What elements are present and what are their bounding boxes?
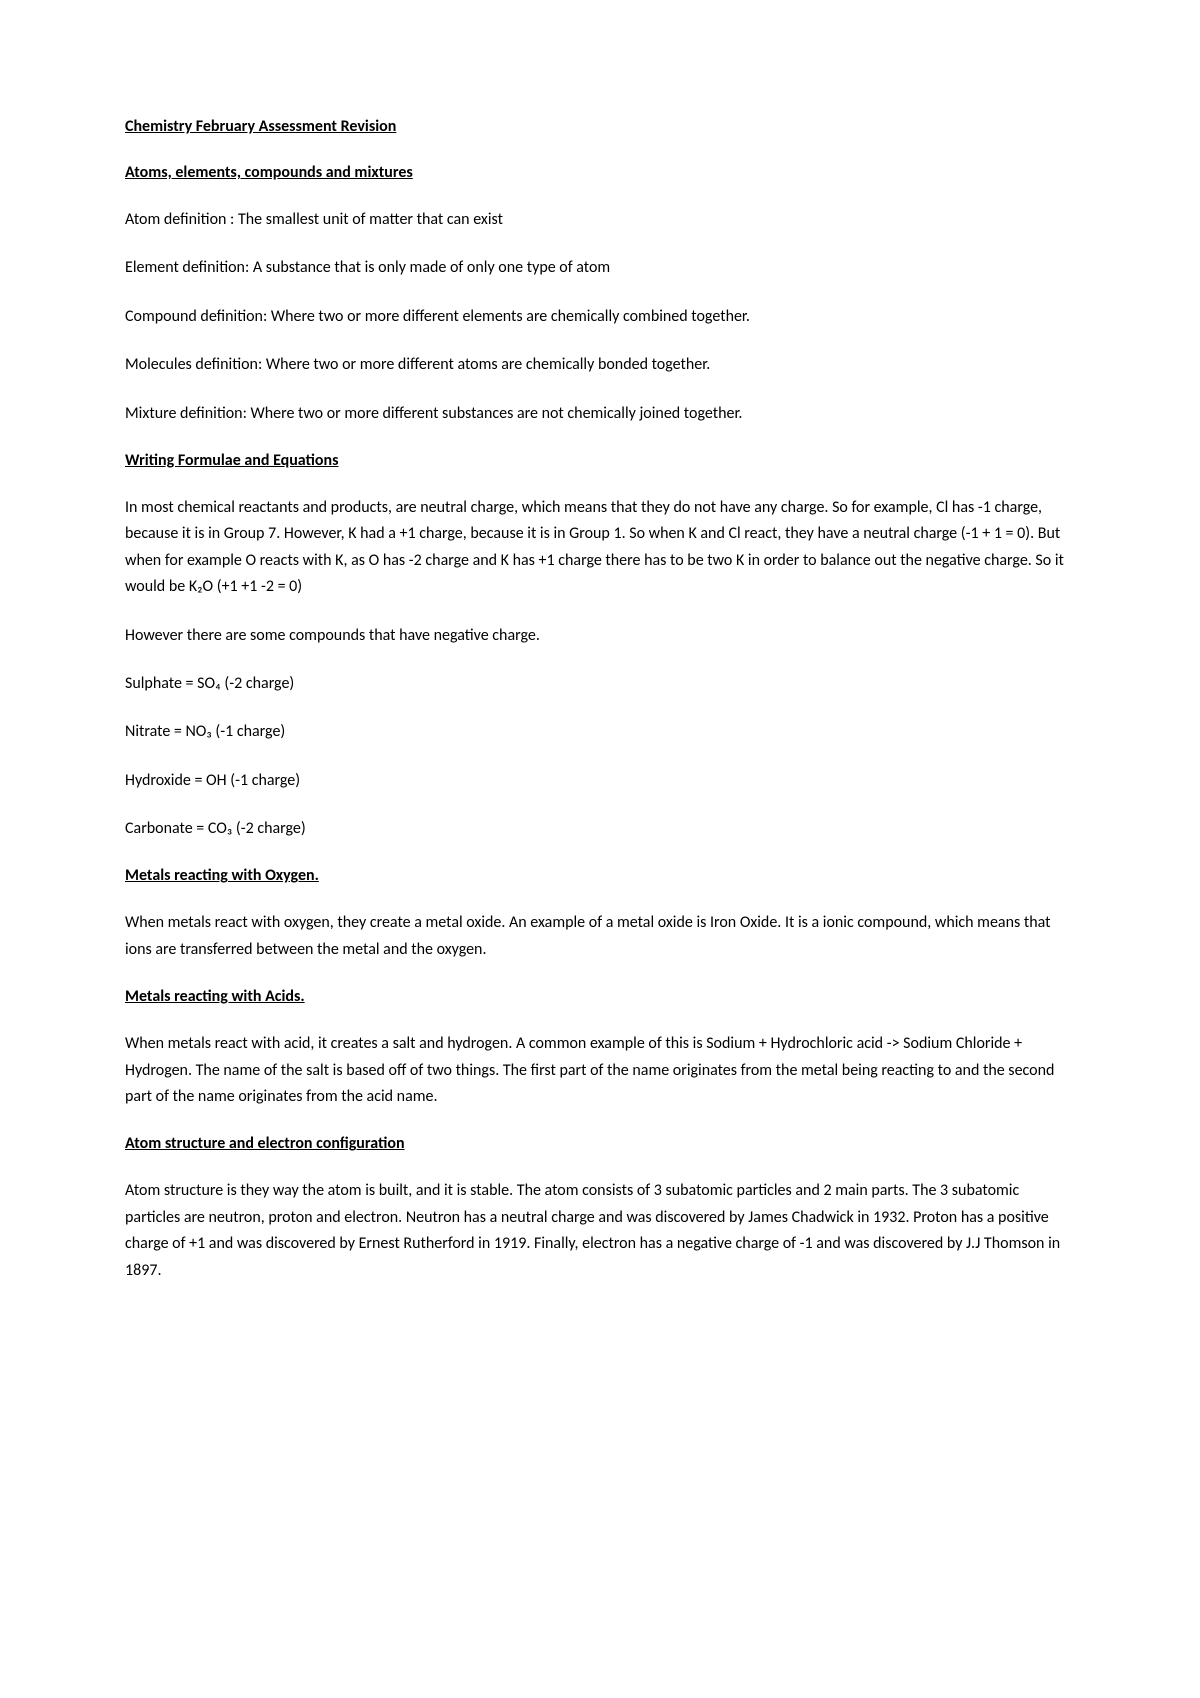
sulphate-charge: Sulphate = SO₄ (-2 charge) [125, 671, 1075, 697]
metals-acids-para1: When metals react with acid, it creates … [125, 1031, 1075, 1110]
formulae-para2: However there are some compounds that ha… [125, 623, 1075, 649]
hydroxide-charge: Hydroxide = OH (-1 charge) [125, 768, 1075, 794]
nitrate-charge: Nitrate = NO₃ (-1 charge) [125, 719, 1075, 745]
mixture-definition: Mixture definition: Where two or more di… [125, 401, 1075, 427]
molecules-definition: Molecules definition: Where two or more … [125, 352, 1075, 378]
section-heading-atom-structure: Atom structure and electron configuratio… [125, 1132, 1075, 1156]
document-title: Chemistry February Assessment Revision [125, 115, 1075, 139]
metals-oxygen-para1: When metals react with oxygen, they crea… [125, 910, 1075, 963]
section-heading-metals-oxygen: Metals reacting with Oxygen. [125, 864, 1075, 888]
atom-structure-para1: Atom structure is they way the atom is b… [125, 1178, 1075, 1284]
section-heading-formulae: Writing Formulae and Equations [125, 449, 1075, 473]
formulae-para1: In most chemical reactants and products,… [125, 495, 1075, 601]
section-heading-atoms: Atoms, elements, compounds and mixtures [125, 161, 1075, 185]
atom-definition: Atom definition : The smallest unit of m… [125, 207, 1075, 233]
carbonate-charge: Carbonate = CO₃ (-2 charge) [125, 816, 1075, 842]
section-heading-metals-acids: Metals reacting with Acids. [125, 985, 1075, 1009]
compound-definition: Compound definition: Where two or more d… [125, 304, 1075, 330]
element-definition: Element definition: A substance that is … [125, 255, 1075, 281]
